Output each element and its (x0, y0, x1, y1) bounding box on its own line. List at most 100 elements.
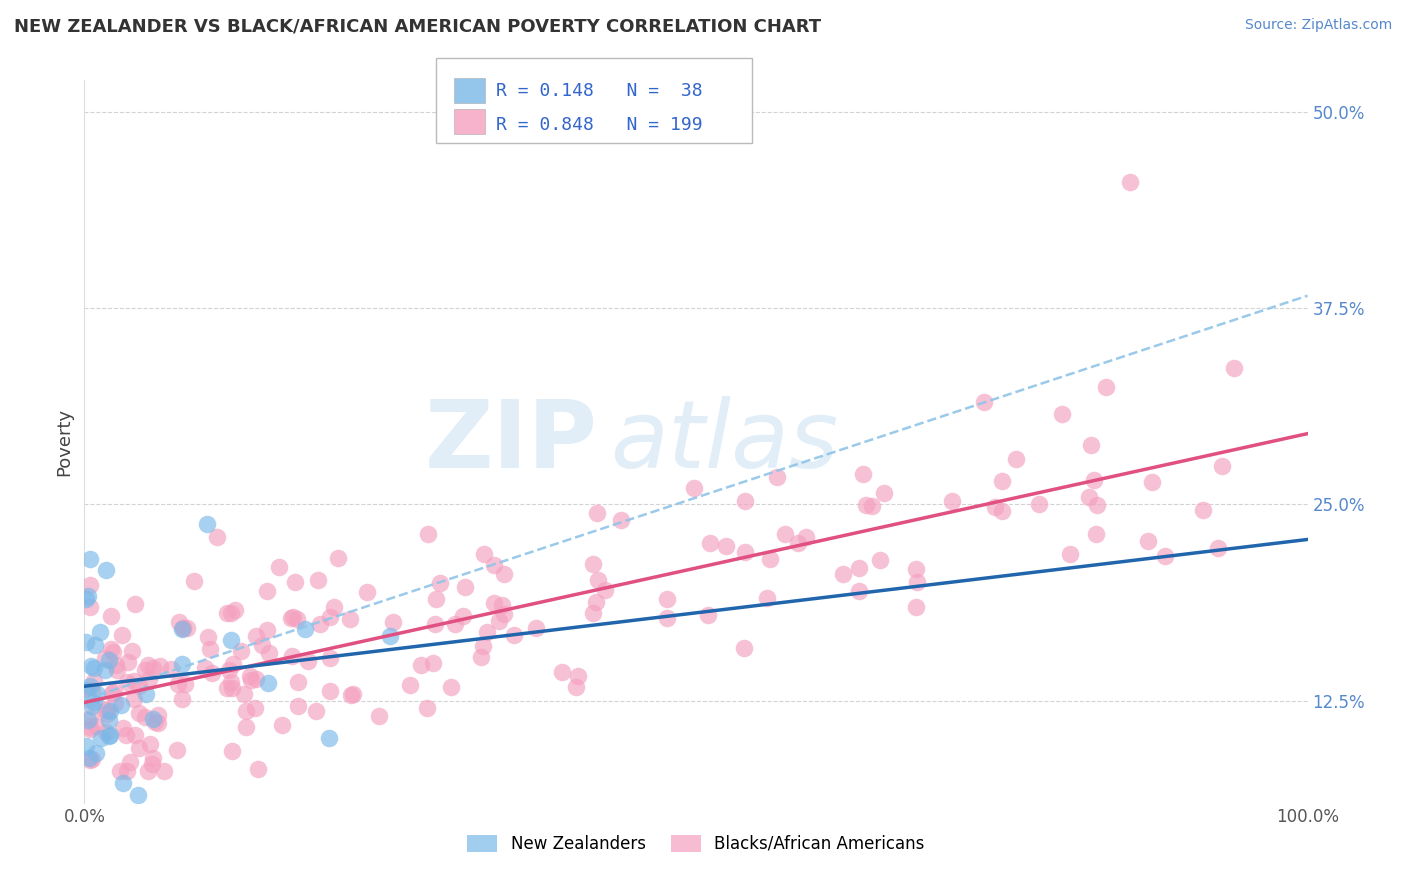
Point (221, 744, 243, 758)
Point (1137, 533, 1160, 548)
Point (172, 621, 194, 635)
Point (766, 469, 789, 483)
Point (380, 629, 402, 643)
Point (89, 624, 111, 639)
Point (973, 395, 995, 409)
Point (593, 583, 616, 598)
Point (83, 661, 105, 675)
Point (581, 606, 603, 620)
Point (356, 585, 378, 599)
Point (256, 623, 278, 637)
Point (139, 737, 162, 751)
Point (195, 517, 218, 532)
Point (84, 747, 107, 761)
Point (197, 631, 219, 645)
Point (221, 681, 243, 695)
Point (176, 621, 198, 635)
Point (79, 552, 101, 566)
Point (100, 642, 122, 657)
Point (1083, 474, 1105, 488)
Point (166, 743, 188, 757)
Point (135, 687, 157, 701)
Point (148, 708, 170, 723)
Point (551, 665, 574, 680)
Point (416, 526, 439, 541)
Point (318, 651, 340, 665)
Text: ZIP: ZIP (425, 395, 598, 488)
Point (270, 718, 292, 732)
Point (80, 658, 103, 673)
Point (142, 751, 165, 765)
Point (148, 716, 170, 731)
Point (852, 467, 875, 481)
Text: atlas: atlas (610, 396, 838, 487)
Point (83, 695, 105, 709)
Point (111, 722, 134, 736)
Point (429, 575, 451, 590)
Point (1028, 497, 1050, 511)
Point (775, 526, 797, 541)
Legend: New Zealanders, Blacks/African Americans: New Zealanders, Blacks/African Americans (461, 828, 931, 860)
Point (103, 684, 125, 698)
Point (75, 635, 97, 649)
Point (128, 740, 150, 755)
Point (76, 589, 98, 603)
Point (564, 681, 586, 695)
Point (245, 672, 267, 686)
Point (309, 616, 332, 631)
Point (104, 658, 127, 673)
Point (219, 633, 242, 648)
Point (991, 474, 1014, 488)
Point (136, 658, 159, 673)
Point (77, 713, 100, 727)
Point (794, 530, 817, 544)
Text: Source: ZipAtlas.com: Source: ZipAtlas.com (1244, 18, 1392, 32)
Point (127, 788, 149, 802)
Point (194, 661, 217, 675)
Point (860, 500, 883, 514)
Point (233, 687, 256, 701)
Point (134, 710, 156, 724)
Point (172, 691, 194, 706)
Point (231, 644, 253, 658)
Point (683, 481, 706, 495)
Point (167, 615, 190, 630)
Point (1094, 379, 1116, 393)
Point (142, 661, 165, 675)
Point (904, 599, 927, 614)
Point (79, 720, 101, 734)
Point (142, 712, 165, 726)
Point (267, 560, 290, 574)
Point (832, 566, 855, 581)
Point (80, 683, 103, 698)
Point (215, 681, 238, 695)
Point (422, 656, 444, 670)
Point (235, 704, 257, 718)
Point (984, 500, 1007, 515)
Point (86, 687, 108, 701)
Point (655, 591, 678, 606)
Point (108, 764, 131, 779)
Point (488, 614, 510, 628)
Point (128, 679, 150, 693)
Point (339, 612, 361, 626)
Point (1077, 490, 1099, 504)
Point (90, 731, 112, 746)
Point (294, 622, 316, 636)
Text: R = 0.148   N =  38: R = 0.148 N = 38 (496, 82, 703, 100)
Point (425, 592, 447, 607)
Point (80, 698, 103, 713)
Point (100, 686, 122, 700)
Point (105, 663, 128, 677)
Point (75, 592, 97, 607)
Point (79, 752, 101, 766)
Point (124, 598, 146, 612)
Point (122, 673, 145, 688)
Point (138, 672, 160, 686)
Point (733, 641, 755, 656)
Point (494, 607, 516, 621)
Point (143, 714, 166, 729)
Point (491, 599, 513, 613)
Point (172, 621, 194, 635)
Point (567, 668, 589, 682)
